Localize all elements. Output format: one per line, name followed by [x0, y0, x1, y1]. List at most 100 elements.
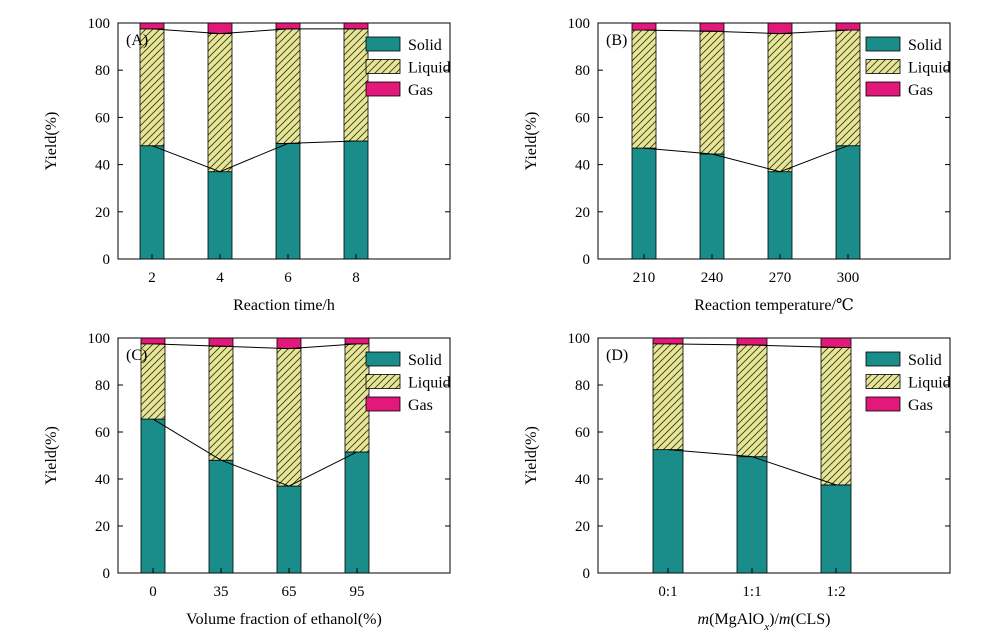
- panel-a-x-axis-title: Reaction time/h: [233, 297, 335, 314]
- y-tick-label: 80: [575, 63, 590, 79]
- y-tick-label: 40: [95, 472, 110, 488]
- legend-swatch-gas: [865, 396, 901, 412]
- y-tick-label: 20: [575, 519, 590, 535]
- y-tick-label: 80: [575, 378, 590, 394]
- bar-solid-d-1: [736, 456, 768, 574]
- bar-solid-a-3: [343, 140, 369, 260]
- legend-label-gas: Gas: [408, 82, 433, 99]
- y-tick-label: 60: [95, 110, 110, 126]
- panel-c-legend: Solid Liquid Gas: [365, 351, 451, 414]
- y-tick-label: 100: [568, 331, 591, 347]
- x-tick-label: 6: [284, 270, 292, 286]
- x-tick-label: 8: [352, 270, 360, 286]
- panel-b: 0 20 40 60 80 100 210 240 270 300 (B) Yield(%) Re…: [523, 16, 951, 314]
- x-tick-label: 1:1: [742, 584, 761, 600]
- y-tick-label: 0: [583, 566, 591, 582]
- x-title-part: (CLS): [790, 611, 830, 628]
- x-tick-label: 65: [282, 584, 297, 600]
- bar-solid-c-3: [344, 451, 370, 574]
- y-tick-label: 80: [95, 378, 110, 394]
- bar-liquid-b-1: [699, 30, 725, 155]
- y-tick-label: 0: [103, 566, 111, 582]
- y-tick-label: 100: [88, 16, 111, 32]
- panel-c-x-axis-title: Volume fraction of ethanol(%): [186, 611, 382, 628]
- liquid-trend-line: [151, 28, 356, 35]
- bar-solid-c-1: [208, 459, 234, 574]
- panel-c-label: (C): [126, 347, 147, 364]
- liquid-trend-line: [667, 343, 837, 348]
- legend-swatch-gas: [365, 81, 401, 97]
- bar-solid-b-0: [631, 147, 657, 260]
- x-tick-label: 300: [837, 270, 860, 286]
- liquid-trend-line: [152, 343, 358, 350]
- liquid-trend-line: [643, 29, 849, 35]
- panel-d-y-axis-title: Yield(%): [523, 426, 540, 485]
- panel-b-legend: Solid Liquid Gas: [865, 36, 951, 99]
- bar-solid-d-2: [820, 484, 852, 574]
- bar-liquid-d-1: [736, 344, 768, 458]
- panel-d-legend: Solid Liquid Gas: [865, 351, 951, 414]
- solid-trend-line: [667, 449, 837, 486]
- bar-gas-b-3: [835, 22, 861, 31]
- x-title-subscript: x: [763, 621, 769, 633]
- legend-label-liquid: Liquid: [908, 60, 951, 77]
- bar-liquid-d-2: [820, 346, 852, 486]
- legend-label-solid: Solid: [908, 37, 942, 54]
- legend-label-gas: Gas: [908, 82, 933, 99]
- panel-a: 0 20 40 60 80 100 2 4 6 8 (A) Yield(%) Reaction t…: [43, 16, 451, 314]
- legend-label-liquid: Liquid: [408, 375, 451, 392]
- legend-swatch-solid: [865, 36, 901, 52]
- y-tick-label: 60: [95, 425, 110, 441]
- bar-liquid-c-1: [208, 345, 234, 461]
- panel-a-legend: Solid Liquid Gas: [365, 36, 451, 99]
- legend-swatch-solid: [365, 351, 401, 367]
- legend-swatch-liquid: [865, 374, 901, 389]
- y-tick-label: 20: [95, 519, 110, 535]
- y-tick-label: 0: [583, 252, 591, 268]
- panel-d-frame: [597, 337, 951, 574]
- bar-gas-a-1: [207, 22, 233, 35]
- x-tick-label: 1:2: [826, 584, 845, 600]
- x-tick-label: 0:1: [658, 584, 677, 600]
- x-title-part: m: [698, 611, 710, 628]
- legend-label-solid: Solid: [408, 352, 442, 369]
- legend-label-gas: Gas: [408, 397, 433, 414]
- bar-gas-d-0: [652, 337, 684, 345]
- bar-gas-b-1: [699, 22, 725, 32]
- bar-solid-b-1: [699, 153, 725, 260]
- bar-solid-c-2: [276, 485, 302, 574]
- x-tick-label: 0: [149, 584, 157, 600]
- legend-label-liquid: Liquid: [908, 375, 951, 392]
- bar-solid-c-0: [140, 418, 166, 574]
- bar-gas-a-2: [275, 22, 301, 30]
- y-tick-label: 20: [575, 205, 590, 221]
- panel-c-y-axis-title: Yield(%): [43, 426, 60, 485]
- legend-label-solid: Solid: [908, 352, 942, 369]
- legend-swatch-solid: [865, 351, 901, 367]
- panel-d-label: (D): [606, 347, 628, 364]
- panel-b-x-axis-title: Reaction temperature/℃: [694, 297, 854, 314]
- bar-gas-a-0: [139, 22, 165, 30]
- bar-gas-d-2: [820, 337, 852, 348]
- legend-swatch-liquid: [865, 59, 901, 74]
- bar-solid-d-0: [652, 449, 684, 574]
- bar-solid-a-2: [275, 142, 301, 260]
- x-title-part: m: [779, 611, 791, 628]
- y-tick-label: 40: [575, 472, 590, 488]
- bar-liquid-c-2: [276, 348, 302, 487]
- bar-liquid-b-2: [767, 33, 793, 173]
- y-tick-label: 60: [575, 425, 590, 441]
- solid-trend-line: [643, 145, 849, 173]
- bar-liquid-c-3: [344, 343, 370, 453]
- bar-solid-a-0: [139, 145, 165, 260]
- panel-b-y-axis-title: Yield(%): [523, 112, 540, 171]
- y-tick-label: 0: [103, 252, 111, 268]
- x-title-part: )/: [769, 611, 779, 628]
- legend-swatch-gas: [865, 81, 901, 97]
- legend-label-solid: Solid: [408, 37, 442, 54]
- legend-swatch-gas: [365, 396, 401, 412]
- x-title-part: (MgAlO: [709, 611, 764, 628]
- bar-liquid-b-0: [631, 29, 657, 149]
